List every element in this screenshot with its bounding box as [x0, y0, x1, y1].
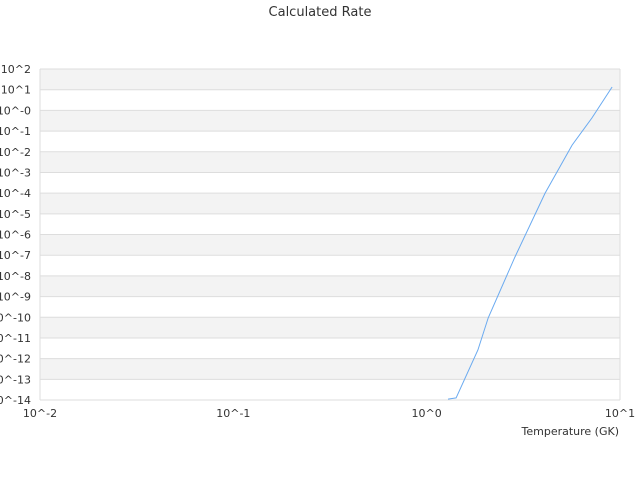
grid-band: [40, 275, 620, 297]
chart-title: Calculated Rate: [269, 5, 372, 20]
y-tick-label: 10^-4: [0, 187, 31, 200]
y-tick-label: 10^1: [1, 84, 31, 97]
y-tick-label: 10^-13: [0, 373, 31, 386]
y-tick-label: 10^-3: [0, 166, 31, 179]
y-tick-label: 10^-6: [0, 229, 31, 242]
y-tick-label: 10^-10: [0, 311, 31, 324]
grid-band: [40, 234, 620, 256]
y-tick-label: 10^-12: [0, 353, 31, 366]
grid-band: [40, 151, 620, 173]
y-tick-label: 10^-2: [0, 146, 31, 159]
x-tick-label: 10^-2: [23, 407, 57, 420]
y-tick-label: 10^-5: [0, 208, 31, 221]
y-tick-label: 10^-14: [0, 394, 31, 407]
grid-band: [40, 110, 620, 132]
x-tick-label: 10^0: [412, 407, 442, 420]
y-tick-label: 10^-0: [0, 104, 31, 117]
y-tick-label: 10^-1: [0, 125, 31, 138]
y-tick-label: 10^2: [1, 63, 31, 76]
grid-band: [40, 358, 620, 380]
x-axis-label: Temperature (GK): [521, 425, 620, 438]
x-tick-label: 10^1: [605, 407, 635, 420]
series-line: [447, 86, 613, 400]
grid-band: [40, 193, 620, 214]
grid-band: [40, 69, 620, 90]
x-tick-label: 10^-1: [216, 407, 250, 420]
y-tick-label: 10^-8: [0, 270, 31, 283]
y-tick-label: 10^-7: [0, 249, 31, 262]
y-tick-label: 10^-9: [0, 291, 31, 304]
y-tick-label: 10^-11: [0, 332, 31, 345]
grid-band: [40, 317, 620, 338]
